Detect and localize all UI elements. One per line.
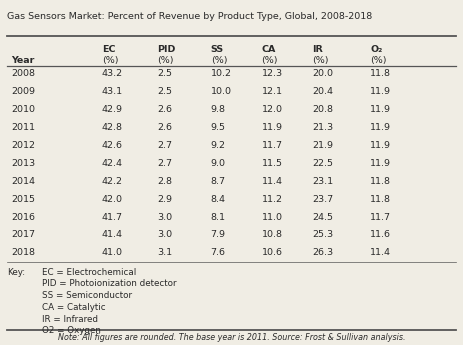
- Text: 12.3: 12.3: [262, 69, 283, 78]
- Text: 10.6: 10.6: [262, 248, 282, 257]
- Text: SS = Semiconductor: SS = Semiconductor: [42, 291, 132, 300]
- Text: 11.9: 11.9: [370, 87, 391, 96]
- Text: 3.1: 3.1: [157, 248, 173, 257]
- Text: 2014: 2014: [12, 177, 36, 186]
- Text: Key:: Key:: [7, 268, 25, 277]
- Text: 41.0: 41.0: [102, 248, 123, 257]
- Text: 2.6: 2.6: [157, 123, 172, 132]
- Text: 2013: 2013: [12, 159, 36, 168]
- Text: Gas Sensors Market: Percent of Revenue by Product Type, Global, 2008-2018: Gas Sensors Market: Percent of Revenue b…: [7, 12, 372, 21]
- Text: 42.0: 42.0: [102, 195, 123, 204]
- Text: 2016: 2016: [12, 213, 36, 221]
- Text: 12.1: 12.1: [262, 87, 282, 96]
- Text: 42.6: 42.6: [102, 141, 123, 150]
- Text: 42.8: 42.8: [102, 123, 123, 132]
- Text: Year: Year: [12, 56, 35, 65]
- Text: 11.7: 11.7: [370, 213, 391, 221]
- Text: 11.4: 11.4: [370, 248, 391, 257]
- Text: 7.9: 7.9: [211, 230, 225, 239]
- Text: 11.2: 11.2: [262, 195, 282, 204]
- Text: (%): (%): [313, 56, 329, 65]
- Text: 7.6: 7.6: [211, 248, 225, 257]
- Text: CA = Catalytic: CA = Catalytic: [42, 303, 105, 312]
- Text: 8.4: 8.4: [211, 195, 225, 204]
- Text: 2018: 2018: [12, 248, 36, 257]
- Text: 11.4: 11.4: [262, 177, 282, 186]
- Text: 11.9: 11.9: [370, 159, 391, 168]
- Text: IR: IR: [313, 45, 323, 54]
- Text: 24.5: 24.5: [313, 213, 333, 221]
- Text: 9.2: 9.2: [211, 141, 225, 150]
- Text: EC: EC: [102, 45, 115, 54]
- Text: 8.1: 8.1: [211, 213, 225, 221]
- Text: 8.7: 8.7: [211, 177, 225, 186]
- Text: 2.9: 2.9: [157, 195, 172, 204]
- Text: 11.8: 11.8: [370, 195, 391, 204]
- Text: 9.5: 9.5: [211, 123, 225, 132]
- Text: 26.3: 26.3: [313, 248, 334, 257]
- Text: 20.0: 20.0: [313, 69, 333, 78]
- Text: CA: CA: [262, 45, 276, 54]
- Text: 2009: 2009: [12, 87, 36, 96]
- Text: 25.3: 25.3: [313, 230, 334, 239]
- Text: 22.5: 22.5: [313, 159, 333, 168]
- Text: 20.4: 20.4: [313, 87, 333, 96]
- Text: EC = Electrochemical: EC = Electrochemical: [42, 268, 136, 277]
- Text: 23.7: 23.7: [313, 195, 334, 204]
- Text: 21.3: 21.3: [313, 123, 334, 132]
- Text: (%): (%): [157, 56, 174, 65]
- Text: 11.0: 11.0: [262, 213, 282, 221]
- Text: 2017: 2017: [12, 230, 36, 239]
- Text: 3.0: 3.0: [157, 213, 173, 221]
- Text: 2012: 2012: [12, 141, 36, 150]
- Text: O2 = Oxygen: O2 = Oxygen: [42, 326, 100, 335]
- Text: PID: PID: [157, 45, 176, 54]
- Text: SS: SS: [211, 45, 224, 54]
- Text: O₂: O₂: [370, 45, 382, 54]
- Text: 11.8: 11.8: [370, 177, 391, 186]
- Text: 20.8: 20.8: [313, 105, 333, 114]
- Text: 41.4: 41.4: [102, 230, 123, 239]
- Text: 43.1: 43.1: [102, 87, 123, 96]
- Text: 2010: 2010: [12, 105, 36, 114]
- Text: 2.5: 2.5: [157, 69, 172, 78]
- Text: 21.9: 21.9: [313, 141, 333, 150]
- Text: 2.7: 2.7: [157, 159, 172, 168]
- Text: 2.6: 2.6: [157, 105, 172, 114]
- Text: 2011: 2011: [12, 123, 36, 132]
- Text: 9.0: 9.0: [211, 159, 225, 168]
- Text: 2.7: 2.7: [157, 141, 172, 150]
- Text: (%): (%): [370, 56, 387, 65]
- Text: 10.8: 10.8: [262, 230, 282, 239]
- Text: 12.0: 12.0: [262, 105, 282, 114]
- Text: 3.0: 3.0: [157, 230, 173, 239]
- Text: 9.8: 9.8: [211, 105, 225, 114]
- Text: (%): (%): [102, 56, 119, 65]
- Text: 43.2: 43.2: [102, 69, 123, 78]
- Text: 11.7: 11.7: [262, 141, 282, 150]
- Text: 10.0: 10.0: [211, 87, 232, 96]
- Text: 41.7: 41.7: [102, 213, 123, 221]
- Text: IR = Infrared: IR = Infrared: [42, 315, 98, 324]
- Text: 11.8: 11.8: [370, 69, 391, 78]
- Text: 10.2: 10.2: [211, 69, 232, 78]
- Text: PID = Photoionization detector: PID = Photoionization detector: [42, 279, 176, 288]
- Text: 11.9: 11.9: [370, 105, 391, 114]
- Text: 11.9: 11.9: [370, 141, 391, 150]
- Text: 2008: 2008: [12, 69, 36, 78]
- Text: 11.6: 11.6: [370, 230, 391, 239]
- Text: 2.8: 2.8: [157, 177, 172, 186]
- Text: 42.2: 42.2: [102, 177, 123, 186]
- Text: 42.9: 42.9: [102, 105, 123, 114]
- Text: 2015: 2015: [12, 195, 36, 204]
- Text: 42.4: 42.4: [102, 159, 123, 168]
- Text: 11.9: 11.9: [370, 123, 391, 132]
- Text: (%): (%): [262, 56, 278, 65]
- Text: Note: All figures are rounded. The base year is 2011. Source: Frost & Sullivan a: Note: All figures are rounded. The base …: [58, 333, 405, 342]
- Text: (%): (%): [211, 56, 227, 65]
- Text: 11.9: 11.9: [262, 123, 282, 132]
- Text: 23.1: 23.1: [313, 177, 334, 186]
- Text: 11.5: 11.5: [262, 159, 282, 168]
- Text: 2.5: 2.5: [157, 87, 172, 96]
